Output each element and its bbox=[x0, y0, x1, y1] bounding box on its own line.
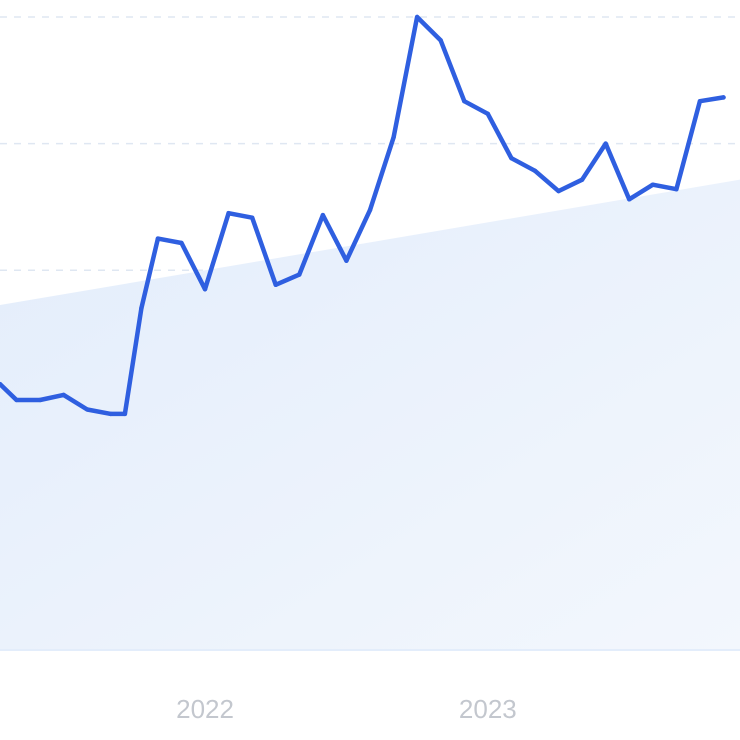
data-point bbox=[579, 177, 585, 182]
data-point bbox=[603, 141, 608, 146]
area-series bbox=[0, 179, 740, 650]
data-point bbox=[273, 282, 278, 287]
data-point bbox=[139, 305, 144, 311]
data-point bbox=[226, 211, 231, 216]
data-point bbox=[37, 397, 43, 403]
data-point bbox=[202, 286, 208, 292]
data-point bbox=[697, 98, 703, 104]
data-point bbox=[674, 186, 679, 192]
data-point bbox=[391, 135, 396, 140]
data-point bbox=[249, 215, 255, 220]
x-tick-label: 2022 bbox=[176, 694, 234, 724]
data-point bbox=[509, 155, 514, 161]
data-point bbox=[14, 397, 19, 403]
data-point bbox=[627, 197, 632, 202]
data-point bbox=[179, 240, 184, 246]
data-point bbox=[485, 111, 491, 117]
x-tick-labels: 2022 2023 bbox=[176, 694, 517, 724]
data-point bbox=[0, 381, 3, 387]
data-point bbox=[438, 38, 443, 43]
data-point bbox=[414, 14, 420, 20]
data-point bbox=[108, 411, 113, 417]
data-point bbox=[344, 258, 349, 263]
data-point bbox=[122, 411, 128, 417]
data-point bbox=[155, 236, 161, 241]
data-point bbox=[84, 407, 90, 412]
data-point bbox=[650, 182, 656, 187]
data-point bbox=[462, 98, 467, 104]
data-point bbox=[367, 207, 373, 213]
data-point bbox=[556, 188, 561, 194]
trend-area bbox=[0, 179, 740, 650]
line-series bbox=[0, 14, 726, 417]
data-point bbox=[320, 212, 326, 218]
data-point bbox=[532, 168, 538, 174]
data-point bbox=[297, 272, 302, 277]
data-point bbox=[721, 95, 726, 100]
data-point bbox=[61, 392, 66, 398]
x-tick-label: 2023 bbox=[459, 694, 517, 724]
